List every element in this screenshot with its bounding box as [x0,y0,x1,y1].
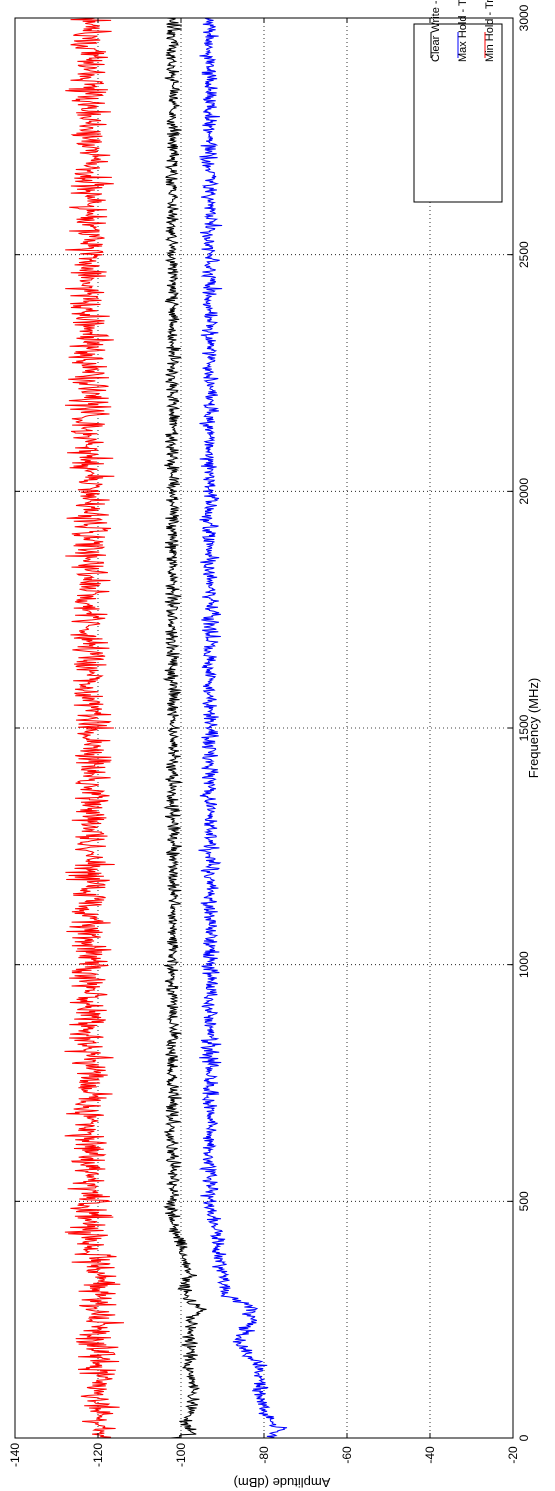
series-layer [64,17,288,1439]
y-tick-label: -140 [8,1443,22,1467]
y-tick-label: -20 [506,1446,520,1464]
legend-entry-3: Min Hold - Trace 3 [484,0,496,62]
legend-label-3: Min Hold - Trace 3 [484,0,496,62]
y-tick-label: -60 [340,1446,354,1464]
x-tick-label: 2500 [517,241,531,268]
y-tick-label: -100 [174,1443,188,1467]
series-line-1 [162,17,207,1439]
legend: Clear Write - Trace 1 Max Hold - Trace 2… [413,0,503,203]
x-tick-label: 2000 [517,478,531,505]
x-axis-label: Frequency (MHz) [526,678,541,778]
legend-label-1: Clear Write - Trace 1 [430,0,442,62]
ticks: 0 500 1000 1500 2000 2500 3000 -140 -120 -100 -80 -… [8,4,531,1467]
y-tick-label: -80 [257,1446,271,1464]
series-line-3 [64,17,125,1439]
x-tick-label: 500 [517,1191,531,1211]
legend-label-2: Max Hold - Trace 2 [457,0,469,62]
y-tick-label: -120 [91,1443,105,1467]
legend-entry-2: Max Hold - Trace 2 [457,0,469,62]
x-tick-label: 1500 [517,714,531,741]
x-tick-label: 0 [517,1434,531,1441]
x-tick-label: 3000 [517,4,531,31]
y-axis-label: Amplitude (dBm) [234,1475,331,1490]
series-line-2 [198,17,288,1439]
y-tick-label: -40 [423,1446,437,1464]
x-tick-label: 1000 [517,951,531,978]
legend-entry-1: Clear Write - Trace 1 [430,0,442,62]
